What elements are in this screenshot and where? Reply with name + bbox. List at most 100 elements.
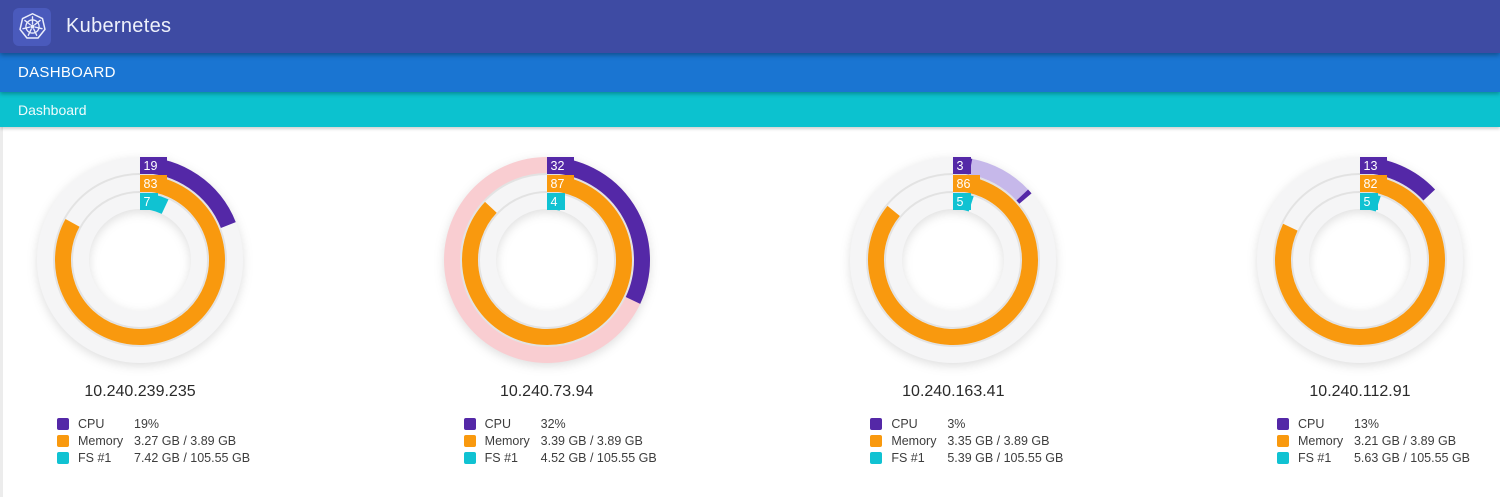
memory-ring-label-box [140, 175, 167, 192]
node-usage-donut: 13 82 5 [1256, 157, 1463, 363]
legend-label: CPU [484, 416, 512, 431]
node-card: 3 86 5 10.240.163.41 CPU 3% Memory 3.35 GB / … [828, 150, 1078, 466]
memory-ring-label: 87 [550, 177, 564, 191]
legend-label: CPU [78, 416, 105, 431]
cpu-ring-extra-segment [969, 158, 1029, 201]
legend-label: FS #1 [891, 450, 925, 465]
cpu-ring-label-box [140, 157, 167, 174]
node-card: 19 83 7 10.240.239.235 CPU 19% Memory 3.27 GB… [15, 150, 265, 466]
legend-swatch-memory [870, 434, 883, 447]
node-ip: 10.240.73.94 [499, 383, 594, 400]
cpu-ring-label: 13 [1363, 159, 1377, 173]
fs-ring-label: 4 [550, 195, 557, 209]
legend-label: Memory [1297, 433, 1344, 448]
node-cards: 19 83 7 10.240.239.235 CPU 19% Memory 3.27 GB… [3, 150, 1500, 466]
legend-label: Memory [484, 433, 530, 448]
legend-value: 7.42 GB / 105.55 GB [134, 450, 251, 465]
legend-label: CPU [1297, 416, 1325, 431]
legend-row: Memory 3.39 GB / 3.89 GB [463, 432, 672, 449]
legend-row: CPU 19% [57, 415, 265, 432]
node-donut-wrap: 13 82 5 [1250, 150, 1470, 370]
legend-row: FS #1 7.42 GB / 105.55 GB [57, 449, 265, 466]
fs-ring-label: 7 [144, 195, 151, 209]
legend-swatch-cpu [1276, 417, 1289, 430]
node-donut-wrap: 19 83 7 [30, 150, 250, 370]
dashboard-content: 19 83 7 10.240.239.235 CPU 19% Memory 3.27 GB… [3, 127, 1500, 497]
nav-item-dashboard[interactable]: DASHBOARD [18, 64, 116, 81]
kubernetes-logo-icon [13, 7, 51, 46]
cpu-ring-label: 19 [144, 159, 158, 173]
legend-swatch-fs [463, 451, 476, 464]
cpu-ring-label: 3 [957, 159, 964, 173]
app-title: Kubernetes [66, 15, 172, 37]
memory-ring-label-box [546, 175, 574, 192]
cpu-ring-label: 32 [550, 159, 564, 173]
memory-ring-arc [1275, 175, 1445, 345]
breadcrumb-dashboard[interactable]: Dashboard [18, 101, 87, 118]
legend-swatch-cpu [870, 417, 883, 430]
legend-value: 5.63 GB / 105.55 GB [1353, 450, 1471, 465]
fs-ring-label: 5 [957, 195, 964, 209]
nav-bar: DASHBOARD [0, 53, 1500, 92]
node-donut-wrap: 3 86 5 [843, 150, 1063, 370]
legend-value: 13% [1353, 416, 1379, 431]
memory-ring-arc [868, 175, 1039, 345]
node-ip: 10.240.112.91 [1309, 383, 1411, 400]
cpu-ring-label-box [953, 157, 972, 174]
legend-row: CPU 3% [870, 415, 1078, 432]
app-header: Kubernetes [0, 0, 1500, 53]
memory-ring-label: 86 [957, 177, 971, 191]
brand-link[interactable]: Kubernetes [13, 7, 172, 46]
memory-ring-label-box [953, 175, 981, 192]
legend-row: FS #1 4.52 GB / 105.55 GB [463, 449, 672, 466]
fs-ring-label-box [1359, 193, 1378, 210]
legend-label: FS #1 [78, 450, 112, 465]
legend-swatch-memory [1276, 434, 1289, 447]
legend-swatch-memory [463, 434, 476, 447]
legend-value: 5.39 GB / 105.55 GB [947, 450, 1064, 465]
node-legend: CPU 13% Memory 3.21 GB / 3.89 GB FS #1 5.63 G… [1276, 415, 1485, 466]
legend-value: 4.52 GB / 105.55 GB [540, 450, 657, 465]
legend-value: 3.35 GB / 3.89 GB [947, 433, 1050, 448]
node-usage-donut: 32 87 4 [443, 157, 650, 363]
node-legend: CPU 32% Memory 3.39 GB / 3.89 GB FS #1 4.52 G… [463, 415, 672, 466]
node-usage-donut: 19 83 7 [37, 157, 243, 363]
memory-ring-label-box [1359, 175, 1387, 192]
legend-value: 3% [947, 416, 966, 431]
legend-row: FS #1 5.63 GB / 105.55 GB [1276, 449, 1485, 466]
fs-ring-track [479, 193, 614, 327]
legend-label: Memory [891, 433, 937, 448]
legend-label: CPU [891, 416, 918, 431]
memory-ring-label: 83 [144, 177, 158, 191]
fs-ring-track [73, 193, 207, 327]
legend-row: FS #1 5.39 GB / 105.55 GB [870, 449, 1078, 466]
legend-value: 3.27 GB / 3.89 GB [134, 433, 237, 448]
legend-swatch-memory [57, 434, 69, 447]
legend-row: CPU 32% [463, 415, 672, 432]
legend-swatch-cpu [463, 417, 476, 430]
legend-row: Memory 3.21 GB / 3.89 GB [1276, 432, 1485, 449]
node-usage-donut: 3 86 5 [850, 156, 1057, 363]
legend-swatch-fs [57, 451, 69, 464]
legend-value: 3.39 GB / 3.89 GB [540, 433, 643, 448]
legend-swatch-fs [1276, 451, 1289, 464]
memory-ring-arc [55, 175, 225, 345]
legend-swatch-cpu [57, 417, 69, 430]
node-ip: 10.240.163.41 [902, 383, 1005, 400]
legend-swatch-fs [870, 451, 883, 464]
legend-label: Memory [78, 433, 124, 448]
legend-value: 3.21 GB / 3.89 GB [1353, 433, 1457, 448]
node-legend: CPU 19% Memory 3.27 GB / 3.89 GB FS #1 7.42 G… [57, 415, 265, 466]
legend-label: FS #1 [484, 450, 519, 465]
fs-ring-label: 5 [1363, 195, 1370, 209]
cpu-ring-extra-segment [1016, 189, 1032, 204]
legend-row: Memory 3.27 GB / 3.89 GB [57, 432, 265, 449]
fs-ring-label-box [953, 193, 972, 210]
breadcrumb-bar: Dashboard [0, 92, 1500, 127]
node-ip: 10.240.239.235 [84, 383, 196, 400]
memory-ring-label: 82 [1363, 177, 1377, 191]
cpu-ring-label-box [1359, 157, 1387, 174]
legend-label: FS #1 [1297, 450, 1332, 465]
fs-ring-track [886, 193, 1021, 327]
fs-ring-label-box [546, 193, 565, 210]
